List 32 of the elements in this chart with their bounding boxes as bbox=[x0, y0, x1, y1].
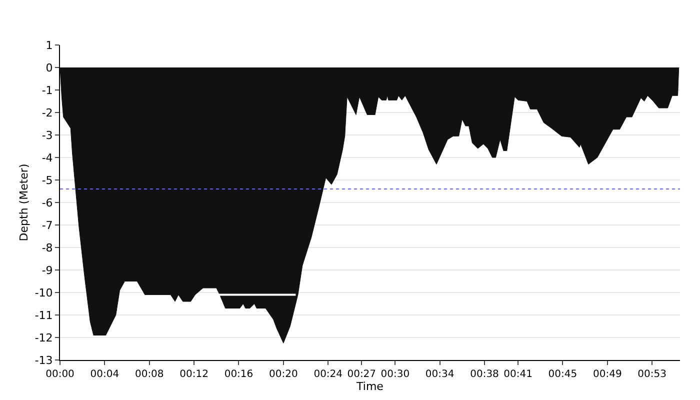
y-tick-label: -2 bbox=[42, 106, 53, 120]
y-tick-label: -9 bbox=[42, 264, 53, 277]
x-axis-title: Time bbox=[356, 380, 384, 393]
x-tick-label: 00:38 bbox=[470, 369, 499, 380]
x-tick-label: 00:16 bbox=[224, 369, 254, 380]
y-tick-label: 1 bbox=[46, 38, 53, 52]
y-tick-label: -13 bbox=[34, 354, 53, 367]
x-tick-label: 00:00 bbox=[46, 369, 74, 380]
y-tick-label: -10 bbox=[34, 286, 53, 300]
y-tick-label: 0 bbox=[46, 61, 53, 74]
x-tick-label: 00:08 bbox=[134, 369, 164, 380]
y-tick-label: -6 bbox=[42, 196, 53, 210]
y-tick-label: -5 bbox=[42, 174, 53, 187]
x-tick-label: 00:41 bbox=[504, 369, 532, 380]
y-tick-label: -3 bbox=[42, 128, 53, 142]
x-tick-label: 00:49 bbox=[592, 369, 622, 380]
y-axis-title: Depth (Meter) bbox=[17, 164, 30, 242]
x-tick-label: 00:34 bbox=[425, 369, 454, 380]
x-tick-label: 00:45 bbox=[548, 369, 578, 380]
y-tick-label: -7 bbox=[42, 218, 53, 232]
y-tick-label: -12 bbox=[34, 331, 53, 344]
y-tick-label: -1 bbox=[42, 84, 53, 97]
x-tick-label: 00:30 bbox=[380, 369, 410, 380]
x-tick-label: 00:04 bbox=[90, 369, 120, 380]
x-tick-label: 00:12 bbox=[180, 369, 208, 380]
y-tick-label: -11 bbox=[34, 308, 53, 322]
y-tick-label: -8 bbox=[42, 241, 53, 254]
x-tick-label: 00:24 bbox=[314, 369, 343, 380]
x-tick-label: 00:20 bbox=[269, 369, 298, 380]
x-tick-label: 00:27 bbox=[347, 369, 376, 380]
y-tick-label: -4 bbox=[42, 151, 53, 164]
x-tick-label: 00:53 bbox=[638, 369, 666, 380]
